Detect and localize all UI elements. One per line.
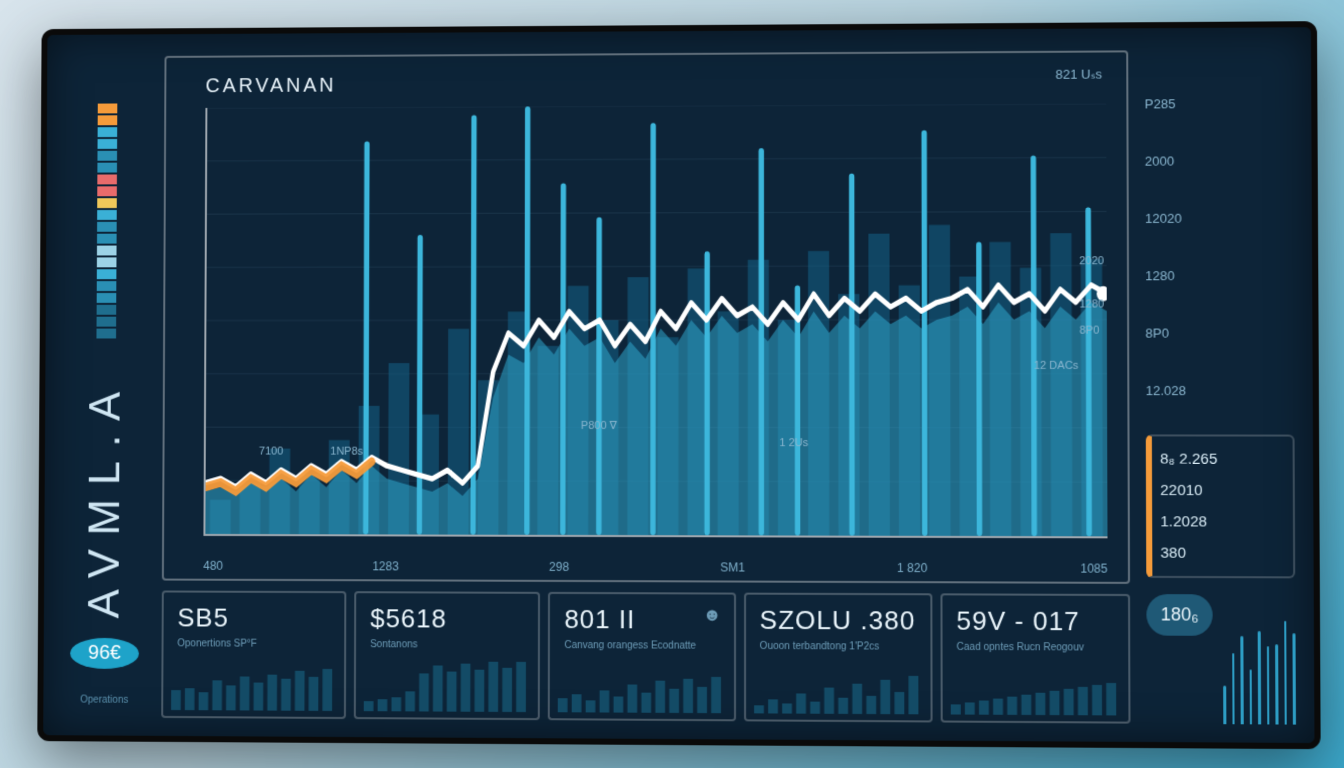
chart-title: CARVANAN xyxy=(205,71,1106,99)
scale-value: 8₈ 2.265 xyxy=(1160,451,1284,468)
main-plot[interactable]: 7100 1NP8s P800 ∇ 1 2Us 12 DACs 2020 1280 8P0 xyxy=(203,104,1107,539)
face-icon: ☻ xyxy=(703,605,722,626)
x-tick: 298 xyxy=(549,560,569,574)
chart-toplabel: 821 Uₛs xyxy=(1055,67,1102,83)
x-tick: 480 xyxy=(203,559,223,573)
y-tick: P285 xyxy=(1145,96,1293,112)
card-label: Ouoon terbandtong 1'P2cs xyxy=(760,640,916,654)
x-axis-labels: 480 1283 298 SM1 1 820 1085 xyxy=(203,559,1107,576)
value-pill[interactable]: 180₆ xyxy=(1146,594,1213,636)
left-rail: AVML.A 96€ Operations xyxy=(43,34,164,736)
y-tick: 12020 xyxy=(1145,210,1294,226)
y-tick: 12.028 xyxy=(1146,383,1295,398)
float-label: 1280 xyxy=(1079,299,1104,311)
card-value: SZOLU .380 xyxy=(760,605,916,637)
right-rail: P285 2000 12020 1280 8P0 12.028 8₈ 2.265 22010… xyxy=(1138,27,1314,743)
y-tick: 8P0 xyxy=(1145,325,1294,340)
mini-bars xyxy=(1223,594,1296,724)
y-tick: 2000 xyxy=(1145,153,1293,169)
card-label: Sontanons xyxy=(370,638,524,652)
rail-badge-caption: Operations xyxy=(80,695,128,706)
scale-value: 380 xyxy=(1160,545,1285,563)
stat-card[interactable]: 801 II Canvang orangess Ecodnatte ☻ xyxy=(548,592,735,721)
dashboard-monitor: AVML.A 96€ Operations 821 Uₛs CARVANAN 7… xyxy=(37,21,1320,749)
chart-frame: 821 Uₛs CARVANAN 7100 1NP8s P800 ∇ 1 2Us 12 … xyxy=(162,50,1130,584)
float-label: 1NP8s xyxy=(330,445,363,457)
card-value: 801 II xyxy=(564,604,719,636)
card-spark xyxy=(950,664,1120,715)
card-label: Canvang orangess Ecodnatte xyxy=(564,639,719,653)
float-label: P800 ∇ xyxy=(581,419,617,432)
stat-card[interactable]: $5618 Sontanons xyxy=(354,591,540,720)
stat-cards-row: SB5 Oponertions SP°F $5618 Sontanons 801 II C… xyxy=(161,590,1130,723)
stat-card[interactable]: SZOLU .380 Ouoon terbandtong 1'P2cs xyxy=(744,593,933,723)
right-bottom: 180₆ xyxy=(1146,594,1296,725)
plot-svg xyxy=(205,104,1107,537)
card-spark xyxy=(558,662,725,713)
y-ticks: P285 2000 12020 1280 8P0 12.028 xyxy=(1144,55,1294,418)
float-label: 7100 xyxy=(259,445,283,457)
main-column: 821 Uₛs CARVANAN 7100 1NP8s P800 ∇ 1 2Us 12 … xyxy=(161,28,1141,742)
scale-block: 8₈ 2.265 22010 1.2028 380 xyxy=(1146,434,1295,578)
stat-card[interactable]: SB5 Oponertions SP°F xyxy=(161,590,346,719)
card-value: SB5 xyxy=(177,602,330,634)
float-label: 8P0 xyxy=(1079,325,1099,337)
x-tick: 1 820 xyxy=(897,561,927,575)
card-label: Oponertions SP°F xyxy=(177,637,330,651)
scale-value: 22010 xyxy=(1160,482,1284,499)
float-label: 2020 xyxy=(1079,256,1104,268)
y-tick: 1280 xyxy=(1145,268,1294,283)
x-tick: 1085 xyxy=(1080,562,1107,576)
card-spark xyxy=(754,663,923,714)
card-spark xyxy=(364,661,530,712)
x-tick: 1283 xyxy=(372,559,399,573)
stat-card[interactable]: 59V - 017 Caad opntes Rucn Reogouv xyxy=(940,593,1130,723)
scale-value: 1.2028 xyxy=(1160,513,1285,530)
rail-badge[interactable]: 96€ xyxy=(70,638,139,669)
x-tick: SM1 xyxy=(720,560,745,574)
card-label: Caad opntes Rucn Reogouv xyxy=(957,641,1114,655)
float-label: 12 DACs xyxy=(1034,359,1079,371)
float-label: 1 2Us xyxy=(779,437,808,449)
heat-strip xyxy=(96,103,117,338)
card-spark xyxy=(171,660,336,711)
card-value: $5618 xyxy=(370,603,524,635)
brand-vertical: AVML.A xyxy=(80,378,130,618)
card-value: 59V - 017 xyxy=(956,605,1113,637)
